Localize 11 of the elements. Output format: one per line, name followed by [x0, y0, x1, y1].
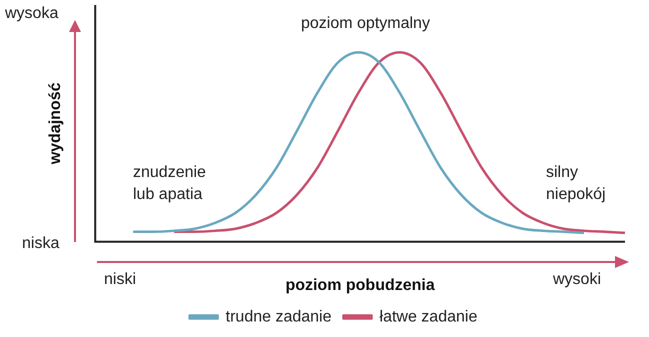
legend-label: łatwe zadanie: [380, 308, 478, 326]
annotation: silny niepokój: [546, 164, 606, 203]
annotation: znudzenie lub apatia: [133, 164, 206, 203]
text: wysoki: [552, 271, 602, 288]
text: niska: [22, 235, 60, 252]
legend-label: trudne zadanie: [226, 308, 332, 326]
y-axis-title: wydajność: [47, 82, 64, 166]
text: wysoka: [4, 5, 58, 22]
text: niski: [104, 271, 136, 288]
text: poziom optymalny: [301, 15, 430, 32]
x-axis-title: poziom pobudzenia: [285, 276, 435, 294]
